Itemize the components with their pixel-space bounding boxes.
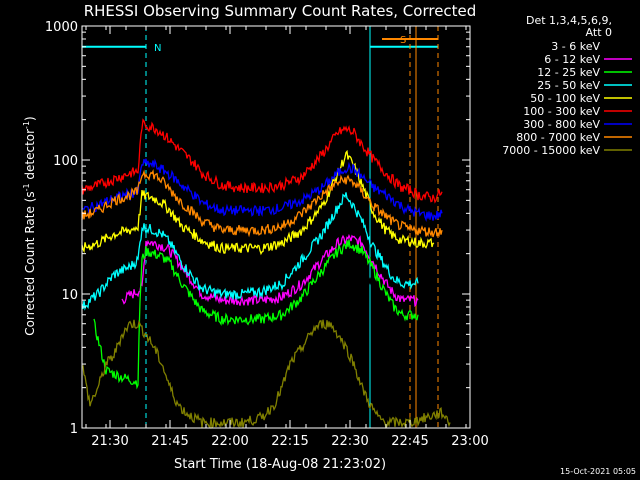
axes: 1 10 100 1000 21:30 21:45 22:00 22:15 22:30 22:45… <box>45 20 489 449</box>
x-tick-label: 21:30 <box>91 434 128 449</box>
series-line <box>81 169 443 238</box>
legend-entry-label: 12 - 25 keV <box>537 66 600 79</box>
y-tick-label: 10 <box>61 288 78 303</box>
legend-entry-label: 100 - 300 keV <box>523 105 600 118</box>
series-line <box>81 158 443 222</box>
x-tick-label: 22:45 <box>391 434 428 449</box>
time-bar-label: S <box>400 35 406 46</box>
series-line <box>81 149 435 256</box>
series-line <box>93 239 419 390</box>
series-line <box>81 319 451 430</box>
series-line <box>121 233 419 308</box>
y-axis-label: Corrected Count Rate (s-1 detector-1) <box>22 116 37 335</box>
x-tick-label: 21:45 <box>151 434 188 449</box>
plot-frame <box>81 25 471 429</box>
series-lines <box>81 118 451 430</box>
y-tick-label: 1000 <box>45 20 78 35</box>
footer-timestamp: 15-Oct-2021 05:05 <box>560 467 636 476</box>
x-tick-label: 23:00 <box>451 434 488 449</box>
x-axis-label: Start Time (18-Aug-08 21:23:02) <box>174 457 386 472</box>
time-bar-label: N <box>154 43 161 54</box>
series-line <box>121 258 411 349</box>
x-tick-label: 22:30 <box>331 434 368 449</box>
legend-entry-label: 50 - 100 keV <box>530 92 600 105</box>
x-tick-label: 22:00 <box>211 434 248 449</box>
legend-entry-label: 3 - 6 keV <box>551 40 600 53</box>
series-line <box>81 118 443 204</box>
legend-title: Det 1,3,4,5,6,9, <box>526 14 612 27</box>
legend-entry-label: 25 - 50 keV <box>537 79 600 92</box>
legend-entry-label: 6 - 12 keV <box>544 53 600 66</box>
legend-entry-label: 300 - 800 keV <box>523 118 600 131</box>
series-line <box>81 192 419 311</box>
x-tick-label: 22:15 <box>271 434 308 449</box>
legend-entry-label: 7000 - 15000 keV <box>502 144 600 157</box>
y-tick-label: 100 <box>53 154 78 169</box>
y-tick-label: 1 <box>70 422 78 437</box>
legend-entry-label: 800 - 7000 keV <box>516 131 600 144</box>
chart-title: RHESSI Observing Summary Count Rates, Co… <box>84 2 477 20</box>
legend-title: Att 0 <box>586 26 612 39</box>
